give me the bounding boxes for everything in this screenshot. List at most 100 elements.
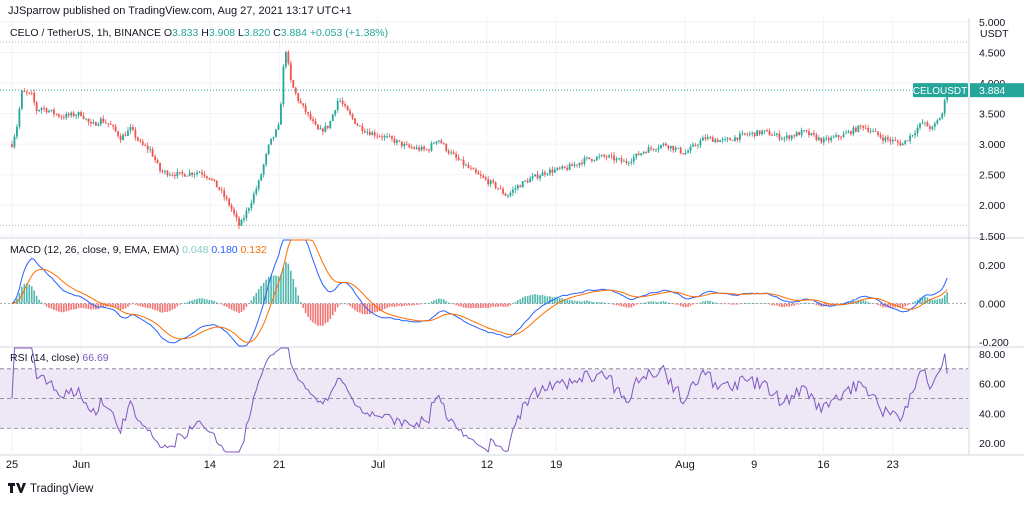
macd-histogram-bar: [280, 274, 282, 304]
macd-histogram-bar: [65, 303, 68, 312]
macd-histogram-bar: [934, 299, 936, 304]
macd-tick-label: 0.000: [979, 299, 1005, 311]
candle-body: [768, 130, 771, 136]
macd-histogram-bar: [299, 302, 302, 304]
macd-histogram-bar: [183, 302, 186, 304]
macd-histogram-bar: [605, 303, 608, 304]
candle-body: [672, 145, 675, 151]
candle-body: [825, 137, 828, 139]
candle-body: [904, 140, 907, 144]
macd-histogram-bar: [482, 303, 485, 308]
candle-body: [146, 145, 149, 150]
macd-histogram-bar: [563, 298, 566, 304]
macd-histogram-bar: [452, 303, 455, 305]
candle-body: [193, 173, 196, 175]
candle-body: [563, 166, 566, 168]
candle-body: [171, 174, 174, 176]
candle-body: [109, 124, 112, 126]
candle-body: [75, 115, 78, 117]
macd-histogram-bar: [581, 301, 583, 304]
macd-histogram-bar: [178, 303, 181, 305]
candle-body: [65, 113, 68, 118]
candle-body: [114, 126, 117, 132]
candle-body: [941, 113, 944, 119]
candle-body: [901, 143, 904, 146]
candle-body: [780, 138, 783, 140]
macd-histogram-bar: [223, 303, 225, 306]
macd-histogram-bar: [176, 303, 179, 307]
candle-body: [662, 143, 665, 146]
candle-body: [445, 143, 448, 151]
macd-histogram-bar: [554, 297, 556, 304]
candle-body: [711, 137, 714, 142]
change-value: +0.053 (+1.38%): [310, 27, 388, 39]
candle-body: [43, 107, 45, 109]
candle-body: [50, 109, 53, 111]
candle-body: [699, 140, 702, 146]
macd-histogram-bar: [339, 303, 341, 305]
candle-body: [926, 122, 929, 127]
macd-histogram-bar: [285, 262, 287, 304]
macd-histogram-bar: [75, 303, 77, 310]
macd-histogram-bar: [719, 303, 721, 305]
candle-body: [149, 149, 152, 151]
candle-body: [410, 147, 413, 148]
candle-body: [433, 143, 435, 145]
candle-body: [62, 117, 65, 119]
macd-histogram-bar: [418, 303, 420, 305]
candle-body: [689, 146, 692, 151]
candle-body: [48, 110, 50, 113]
candle-body: [694, 144, 697, 146]
candle-body: [558, 167, 561, 169]
macd-histogram-bar: [104, 303, 107, 307]
macd-histogram-bar: [773, 303, 776, 306]
macd-histogram-bar: [598, 302, 601, 304]
candle-body: [457, 157, 460, 160]
macd-histogram-bar: [373, 303, 376, 313]
candle-body: [536, 174, 539, 179]
macd-histogram-bar: [887, 303, 889, 308]
candle-body: [127, 130, 129, 136]
macd-histogram-bar: [58, 303, 60, 312]
candle-body: [129, 127, 132, 131]
candle-body: [544, 172, 546, 175]
macd-histogram-bar: [911, 302, 914, 304]
price-tick-label: 3.500: [979, 109, 1005, 121]
macd-histogram-bar: [837, 303, 840, 305]
macd-histogram-bar: [862, 300, 865, 304]
macd-histogram-bar: [243, 303, 245, 311]
candle-body: [899, 142, 902, 146]
macd-histogram-bar: [378, 303, 381, 311]
candle-body: [442, 143, 445, 145]
macd-histogram-bar: [80, 303, 82, 308]
candle-body: [551, 169, 554, 173]
macd-histogram-bar: [642, 302, 645, 304]
candle-body: [297, 93, 300, 102]
candle-body: [803, 130, 805, 132]
macd-histogram-bar: [193, 299, 196, 304]
macd-histogram-bar: [539, 295, 541, 304]
candle-body: [176, 171, 179, 177]
candle-body: [738, 133, 741, 140]
candle-body: [494, 182, 497, 188]
candle-body: [482, 175, 485, 178]
macd-histogram-bar: [322, 303, 324, 326]
candle-body: [891, 140, 894, 142]
macd-histogram-bar: [758, 303, 761, 305]
macd-histogram-bar: [220, 303, 223, 305]
candle-body: [25, 91, 28, 93]
candle-body: [640, 153, 643, 156]
candle-body: [783, 137, 786, 139]
candle-body: [793, 135, 796, 137]
candle-body: [610, 155, 613, 157]
rsi-value: 66.69: [82, 352, 108, 364]
macd-histogram-bar: [882, 303, 884, 308]
macd-histogram-bar: [443, 299, 445, 304]
high-label: H: [201, 27, 209, 39]
candle-body: [590, 159, 593, 161]
macd-histogram-bar: [203, 298, 206, 304]
candle-body: [413, 147, 416, 149]
candle-body: [859, 125, 862, 127]
candle-body: [408, 144, 411, 148]
